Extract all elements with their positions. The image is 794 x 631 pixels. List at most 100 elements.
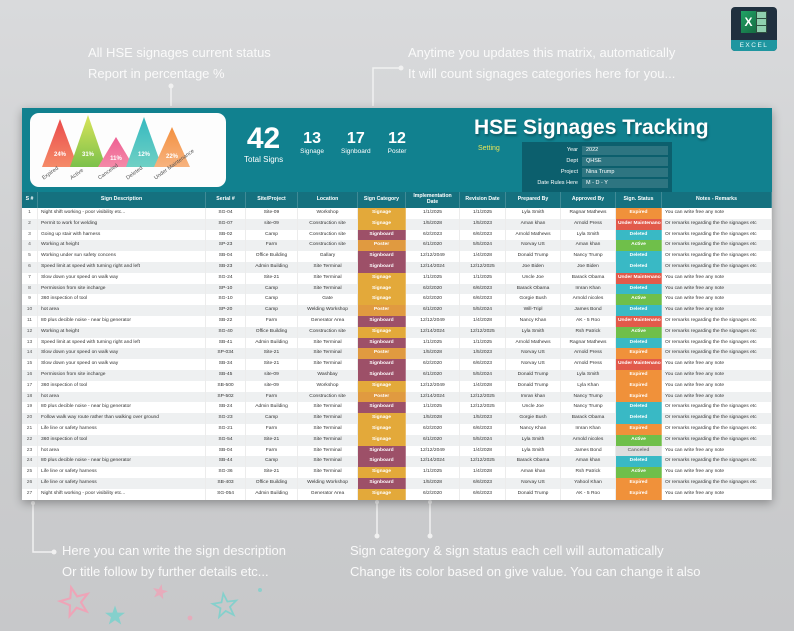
cell-sign-status[interactable]: Expired [616, 380, 662, 392]
cell-location[interactable]: Workshop [298, 208, 358, 219]
cell-site-project[interactable]: site-09 [246, 218, 298, 230]
cell-site-project[interactable]: Site-21 [246, 359, 298, 370]
cell-revision-date[interactable]: 1/4/2028 [460, 467, 506, 478]
cell-implementation-date[interactable]: 12/14/2024 [406, 456, 460, 468]
cell-sign-status[interactable]: Active [616, 326, 662, 338]
column-header-prepared-by[interactable]: Prepared By [506, 192, 561, 208]
cell-prepared-by[interactable]: Donald Trump [506, 369, 561, 381]
cell-prepared-by[interactable]: Lyla Smith [506, 445, 561, 457]
cell-notes-remarks[interactable]: Or remarks regarding the the signages et… [662, 413, 772, 424]
cell-notes-remarks[interactable]: Or remarks regarding the the signages et… [662, 402, 772, 414]
cell-sno[interactable]: 21 [22, 423, 38, 435]
cell-revision-date[interactable]: 1/5/2023 [460, 218, 506, 230]
cell-approved-by[interactable]: Arnold nicoles [561, 434, 616, 446]
settings-value-cell[interactable]: M - D - Y [582, 178, 668, 188]
cell-approved-by[interactable]: Nancy Trump [561, 391, 616, 403]
cell-notes-remarks[interactable]: You can write free any note [662, 283, 772, 295]
cell-location[interactable]: Washbay [298, 369, 358, 381]
cell-notes-remarks[interactable]: You can write free any note [662, 369, 772, 381]
cell-sign-status[interactable]: Deleted [616, 456, 662, 468]
cell-approved-by[interactable]: Arnold nicoles [561, 294, 616, 306]
cell-approved-by[interactable]: Lyla Smith [561, 229, 616, 241]
cell-notes-remarks[interactable]: You can write free any note [662, 488, 772, 500]
cell-sign-status[interactable]: Active [616, 240, 662, 252]
cell-location[interactable]: Site Terminal [298, 359, 358, 370]
cell-description[interactable]: Slow down your speed on walk way [38, 272, 206, 284]
cell-description[interactable]: Slow down your speed on walk way [38, 359, 206, 370]
cell-serial[interactable]: SG-07 [206, 218, 246, 230]
cell-sno[interactable]: 11 [22, 315, 38, 327]
cell-site-project[interactable]: Site-21 [246, 434, 298, 446]
cell-revision-date[interactable]: 6/6/2023 [460, 294, 506, 306]
cell-revision-date[interactable]: 12/12/2025 [460, 391, 506, 403]
column-header-approved-by[interactable]: Approved By [561, 192, 616, 208]
cell-sign-category[interactable]: Poster [358, 240, 406, 252]
cell-sign-category[interactable]: Signage [358, 380, 406, 392]
settings-value-cell[interactable]: QHSE [582, 156, 668, 166]
cell-prepared-by[interactable]: Nancy Khan [506, 423, 561, 435]
cell-location[interactable]: Site Terminal [298, 348, 358, 360]
cell-prepared-by[interactable]: Barack Obama [506, 456, 561, 468]
cell-sno[interactable]: 16 [22, 369, 38, 381]
column-header-sign-category[interactable]: Sign Category [358, 192, 406, 208]
cell-sign-status[interactable]: Deleted [616, 261, 662, 273]
cell-serial[interactable]: SB-500 [206, 380, 246, 392]
cell-approved-by[interactable]: Arnold Press [561, 359, 616, 370]
cell-prepared-by[interactable]: Lyla Smith [506, 208, 561, 219]
cell-location[interactable]: Site Terminal [298, 445, 358, 457]
cell-implementation-date[interactable]: 6/1/2020 [406, 369, 460, 381]
cell-sign-status[interactable]: Under Maintenance [616, 315, 662, 327]
cell-description[interactable]: 80 plus decible noise - near big generat… [38, 402, 206, 414]
cell-notes-remarks[interactable]: Or remarks regarding the the signages et… [662, 326, 772, 338]
cell-sno[interactable]: 27 [22, 488, 38, 500]
cell-approved-by[interactable]: Joe Biden [561, 261, 616, 273]
column-header-notes-remarks[interactable]: Notes - Remarks [662, 192, 772, 208]
cell-sign-status[interactable]: Under Maintenance [616, 359, 662, 370]
cell-serial[interactable]: SG-23 [206, 413, 246, 424]
cell-sign-status[interactable]: Deleted [616, 305, 662, 316]
cell-approved-by[interactable]: Rsh Patrick [561, 467, 616, 478]
cell-revision-date[interactable]: 1/1/2025 [460, 337, 506, 349]
cell-prepared-by[interactable]: Aman khan [506, 467, 561, 478]
cell-site-project[interactable]: site-09 [246, 369, 298, 381]
cell-description[interactable]: 80 plus decible noise - near big generat… [38, 456, 206, 468]
cell-notes-remarks[interactable]: You can write free any note [662, 305, 772, 316]
cell-notes-remarks[interactable]: You can write free any note [662, 380, 772, 392]
cell-prepared-by[interactable]: Norvay US [506, 477, 561, 489]
cell-notes-remarks[interactable]: You can write free any note [662, 445, 772, 457]
column-header-revision-date[interactable]: Revision Date [460, 192, 506, 208]
cell-description[interactable]: 360 inspection of tool [38, 434, 206, 446]
cell-sno[interactable]: 1 [22, 208, 38, 219]
cell-sign-category[interactable]: Signage [358, 294, 406, 306]
cell-notes-remarks[interactable]: You can write free any note [662, 391, 772, 403]
cell-sign-status[interactable]: Under Maintenance [616, 218, 662, 230]
cell-sign-status[interactable]: Expired [616, 208, 662, 219]
cell-location[interactable]: Workshop [298, 380, 358, 392]
cell-serial[interactable]: SB-24 [206, 402, 246, 414]
cell-serial[interactable]: SB-41 [206, 337, 246, 349]
cell-revision-date[interactable]: 5/5/2024 [460, 240, 506, 252]
cell-implementation-date[interactable]: 6/2/2020 [406, 359, 460, 370]
cell-notes-remarks[interactable]: You can write free any note [662, 294, 772, 306]
cell-implementation-date[interactable]: 1/5/2028 [406, 477, 460, 489]
cell-serial[interactable]: SG-04 [206, 208, 246, 219]
cell-sign-status[interactable]: Active [616, 294, 662, 306]
cell-revision-date[interactable]: 6/6/2023 [460, 359, 506, 370]
cell-prepared-by[interactable]: Aman khan [506, 218, 561, 230]
cell-sign-category[interactable]: Signage [358, 218, 406, 230]
cell-site-project[interactable]: Office Building [246, 326, 298, 338]
cell-site-project[interactable]: Site-21 [246, 272, 298, 284]
cell-revision-date[interactable]: 12/12/2025 [460, 261, 506, 273]
cell-approved-by[interactable]: Barack Obama [561, 413, 616, 424]
cell-site-project[interactable]: Admin Building [246, 337, 298, 349]
cell-serial[interactable]: SB-22 [206, 315, 246, 327]
column-header-serial[interactable]: Serial # [206, 192, 246, 208]
cell-sign-category[interactable]: Signboard [358, 337, 406, 349]
cell-sign-category[interactable]: Signage [358, 423, 406, 435]
cell-sign-category[interactable]: Signboard [358, 251, 406, 262]
cell-implementation-date[interactable]: 6/1/2020 [406, 305, 460, 316]
cell-implementation-date[interactable]: 6/2/2020 [406, 283, 460, 295]
cell-implementation-date[interactable]: 12/12/2049 [406, 380, 460, 392]
cell-approved-by[interactable]: Arnold Press [561, 218, 616, 230]
cell-implementation-date[interactable]: 1/5/2028 [406, 348, 460, 360]
